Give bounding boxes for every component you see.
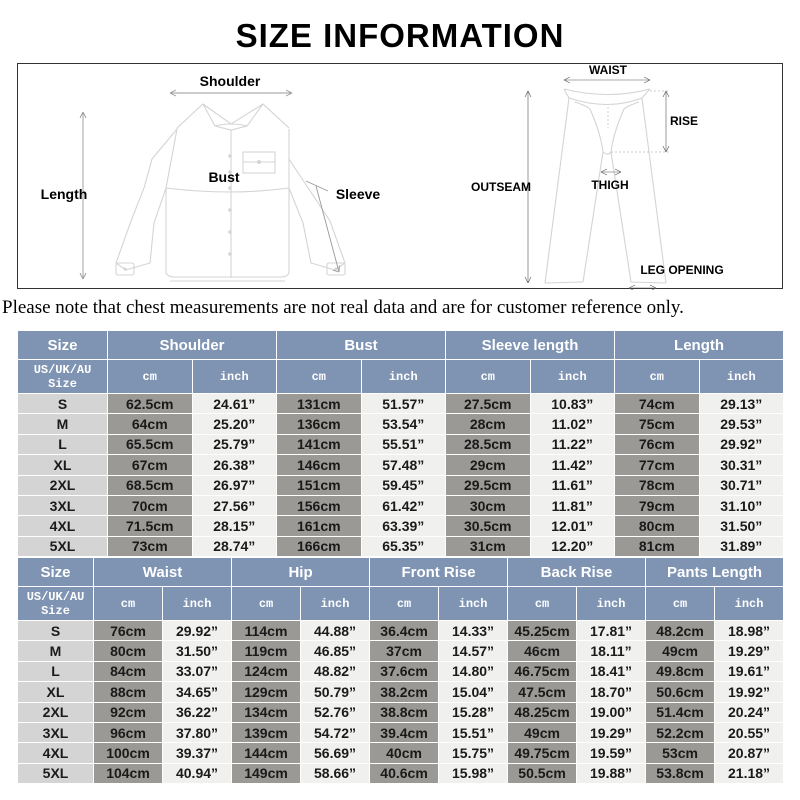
svg-text:Sleeve: Sleeve (336, 186, 381, 202)
svg-text:LEG OPENING: LEG OPENING (640, 263, 723, 277)
svg-text:WAIST: WAIST (589, 64, 628, 77)
svg-text:Shoulder: Shoulder (200, 73, 261, 89)
svg-text:Bust: Bust (208, 169, 239, 185)
svg-text:RISE: RISE (670, 114, 698, 128)
svg-text:THIGH: THIGH (591, 178, 628, 192)
svg-text:Length: Length (41, 186, 88, 202)
svg-text:OUTSEAM: OUTSEAM (471, 180, 531, 194)
